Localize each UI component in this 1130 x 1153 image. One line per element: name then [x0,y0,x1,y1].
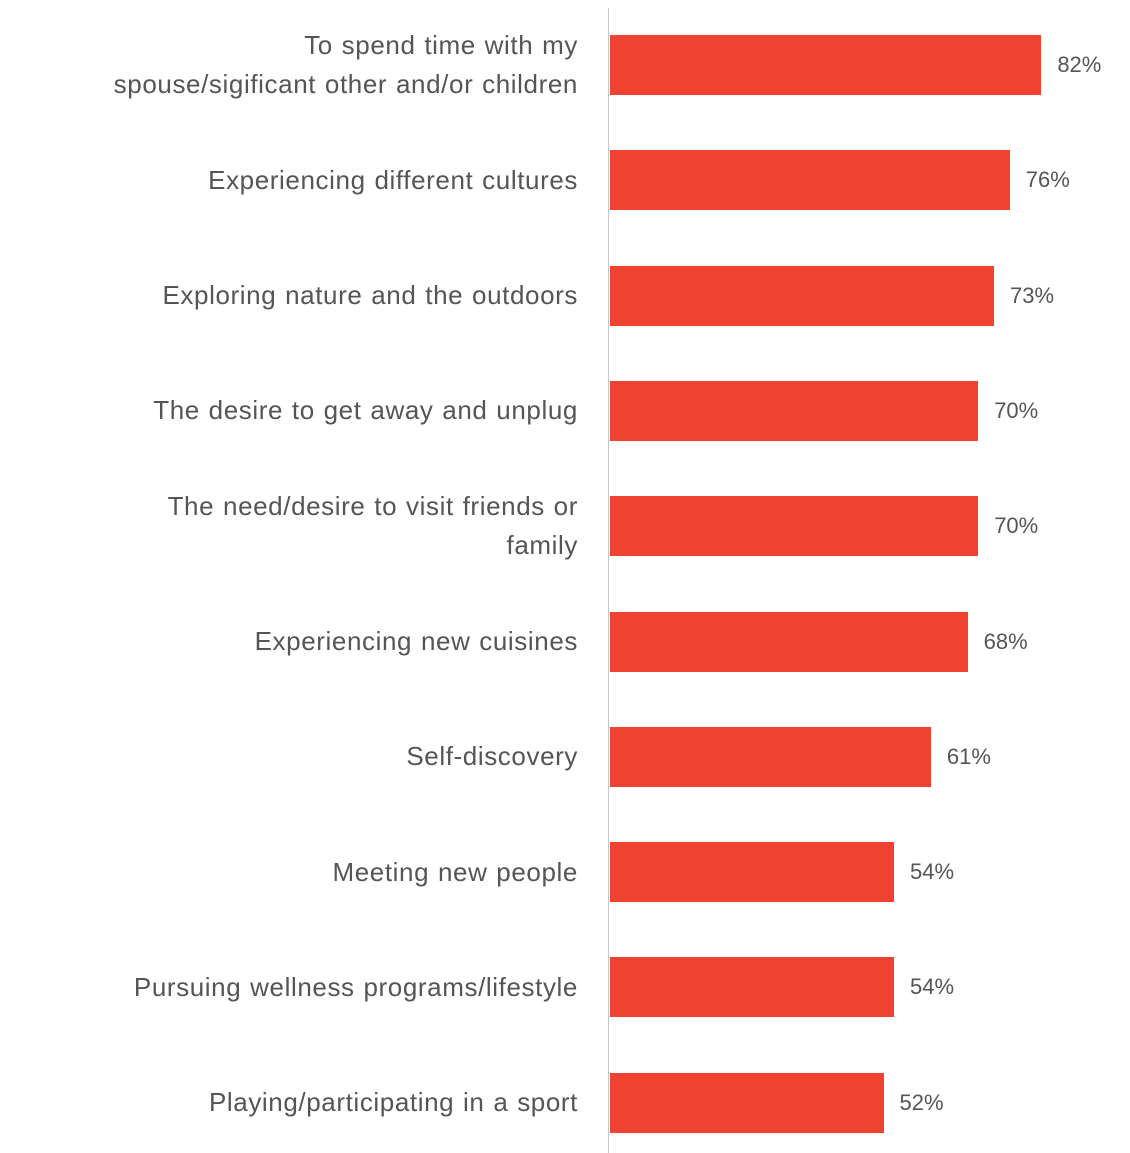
data-label: 73% [1009,282,1055,308]
data-label: 76% [1025,167,1070,193]
category-label: The need/desire to visit friends or famil… [8,487,578,565]
bar [610,611,968,672]
data-label: 70% [994,397,1039,423]
category-label-line: Pursuing wellness programs/lifestyle [133,971,578,1002]
category-label-line: spouse/sigificant other and/or children [113,69,578,99]
data-label: 52% [899,1089,944,1115]
category-label-line: To spend time with my [304,30,578,60]
data-label: 54% [910,974,955,1000]
category-label: Playing/participating in a sport [8,1083,578,1122]
data-label: 68% [983,628,1028,654]
category-label-line: family [506,530,578,561]
bar [610,150,1010,211]
bar [610,842,895,903]
category-label: Exploring nature and the outdoors [8,276,578,315]
bar [610,726,931,787]
category-label-line: Exploring nature and the outdoors [162,280,578,311]
category-label-line: Experiencing different cultures [208,164,578,195]
category-label: The desire to get away and unplug [8,391,578,430]
category-label-line: Playing/participating in a sport [208,1087,578,1118]
bar [610,496,979,557]
data-label: 61% [946,743,991,769]
category-label: Meeting new people [8,853,578,892]
bar [610,957,895,1018]
category-label-line: Self-discovery [406,741,578,772]
category-label-line: The need/desire to visit friends or [167,491,578,522]
category-label-line: The desire to get away and unplug [153,395,578,426]
data-label: 82% [1057,52,1102,77]
category-label: Experiencing different cultures [8,161,578,200]
data-label: 54% [910,859,955,885]
category-label-line: Experiencing new cuisines [254,626,578,656]
bar [610,1072,884,1133]
category-label: To spend time with my spouse/sigificant o… [8,26,578,104]
category-label-line: Meeting new people [332,856,578,887]
bar [610,35,1042,95]
category-label: Pursuing wellness programs/lifestyle [8,968,578,1007]
data-label: 70% [994,513,1039,539]
category-axis-line [608,8,609,1153]
category-label: Experiencing new cuisines [8,622,578,661]
bar [610,380,979,441]
category-label: Self-discovery [8,737,578,776]
bar [610,265,994,326]
